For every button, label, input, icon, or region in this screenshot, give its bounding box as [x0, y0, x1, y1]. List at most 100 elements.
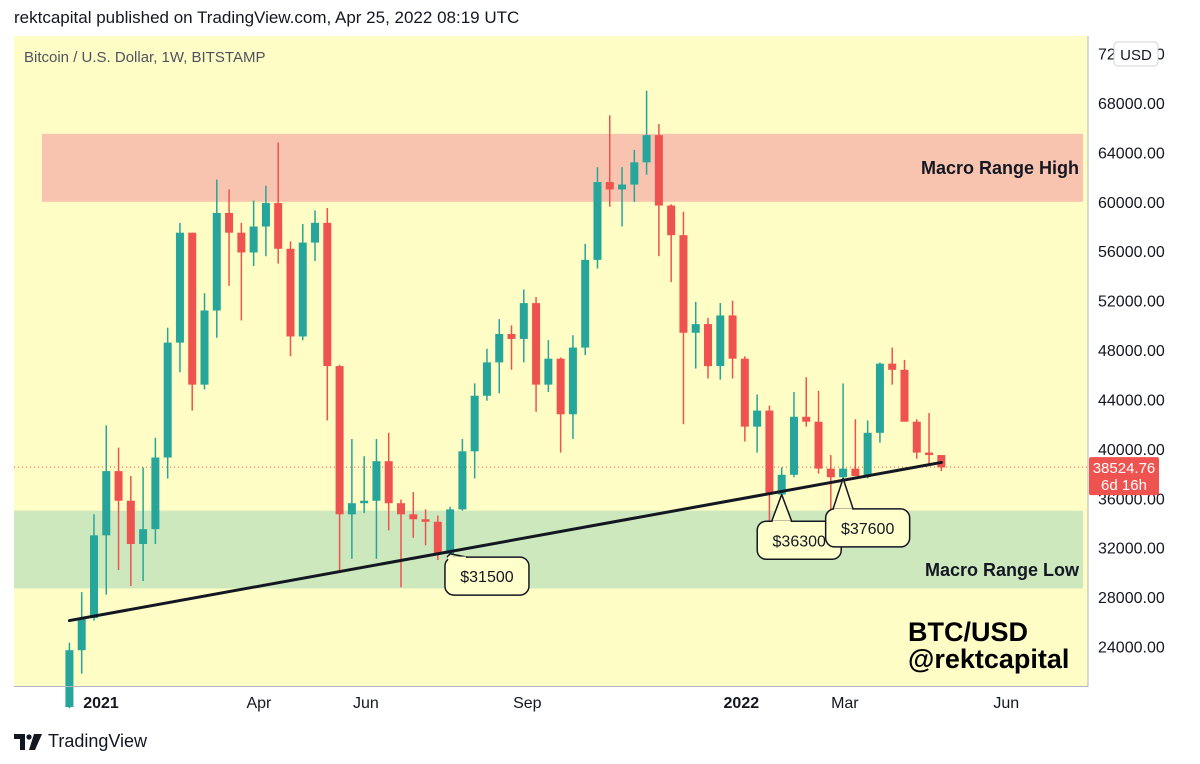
y-tick-label: 48000.00: [1098, 343, 1165, 360]
candle-2021-08-02: [470, 383, 479, 479]
candle-2022-01-31: [789, 392, 798, 478]
candle-body: [212, 212, 221, 311]
candle-2021-10-25: [618, 167, 627, 227]
candle-body: [495, 333, 504, 363]
candle-body: [347, 503, 356, 515]
callout-join: [447, 556, 466, 560]
candle-body: [151, 457, 160, 530]
y-tick-label: 68000.00: [1098, 96, 1165, 113]
candle-body: [912, 421, 921, 453]
candle-2021-12-13: [704, 317, 713, 379]
candle-body: [396, 503, 405, 515]
candle-2021-09-06: [532, 296, 541, 412]
y-tick-label: 44000.00: [1098, 392, 1165, 409]
currency-button-frame[interactable]: [1113, 41, 1159, 67]
annotation-37600: $37600: [824, 477, 911, 548]
currency-button-label[interactable]: USD: [1120, 47, 1152, 64]
candle-2021-04-26: [298, 224, 307, 341]
candle-body: [568, 347, 577, 415]
candle-body: [519, 303, 528, 339]
candle-2021-09-27: [568, 335, 577, 439]
candle-2021-05-31: [360, 456, 369, 514]
y-tick-label: 28000.00: [1098, 590, 1165, 607]
x-tick-label: 2021: [83, 695, 119, 712]
candle-2021-04-19: [286, 241, 295, 357]
candle-2021-06-28: [409, 492, 418, 538]
candle-body: [900, 369, 909, 422]
candle-body: [925, 452, 934, 456]
candle-body: [814, 421, 823, 469]
trendline-layer: [67, 460, 943, 623]
callout-join: [772, 520, 791, 524]
watermark-line-2: @rektcapital: [908, 644, 1069, 674]
y-tick-label: 64000.00: [1098, 145, 1165, 162]
candle-2021-01-04: [102, 425, 111, 595]
candle-2022-03-07: [851, 419, 860, 477]
candle-body: [789, 416, 798, 475]
candle-2021-05-10: [323, 207, 332, 421]
current-price-value: 38524.76: [1093, 460, 1156, 477]
candle-body: [372, 461, 381, 501]
candle-2021-08-23: [507, 325, 516, 370]
candle-body: [89, 535, 98, 619]
candle-body: [446, 509, 455, 554]
currency-button[interactable]: USD: [1113, 41, 1159, 67]
candle-2020-12-14: [65, 642, 74, 709]
candle-body: [802, 416, 811, 422]
candle-2022-01-17: [765, 405, 774, 523]
candle-2022-03-28: [888, 347, 897, 385]
candle-2021-02-22: [188, 232, 197, 411]
callout-box: [444, 556, 530, 596]
y-tick-label: 36000.00: [1098, 491, 1165, 508]
x-axis[interactable]: 2021 Apr Jun Sep 2022 Mar Jun: [83, 695, 1019, 712]
candle-2021-02-08: [163, 327, 172, 479]
candle-body: [532, 303, 541, 385]
candle-body: [593, 182, 602, 260]
candle-body: [777, 474, 786, 495]
candle-body: [188, 232, 197, 385]
candle-body: [556, 358, 565, 415]
candle-2021-01-11: [114, 447, 123, 570]
candle-2021-05-03: [311, 210, 320, 262]
candle-body: [482, 362, 491, 396]
y-tick-label: 60000.00: [1098, 195, 1165, 212]
candle-2021-06-14: [384, 432, 393, 531]
candle-body: [507, 333, 516, 339]
y-tick-label: 32000.00: [1098, 541, 1165, 558]
candle-body: [654, 135, 663, 206]
candle-2021-12-20: [716, 303, 725, 380]
callout-text: $36300: [773, 533, 826, 550]
candle-2021-10-04: [581, 243, 590, 355]
y-tick-label: 40000.00: [1098, 442, 1165, 459]
candle-body: [618, 184, 627, 190]
candle-2022-02-14: [814, 390, 823, 474]
candle-body: [851, 468, 860, 477]
zone-label-macro-range-low: Macro Range Low: [925, 560, 1080, 580]
candle-body: [200, 310, 209, 385]
candle-2021-03-01: [200, 293, 209, 390]
candle-body: [249, 226, 258, 253]
current-price-countdown: 6d 16h: [1101, 477, 1147, 494]
candle-2021-09-13: [544, 340, 553, 393]
callout-box: [824, 508, 911, 548]
candle-body: [126, 500, 135, 544]
candle-2021-07-05: [421, 509, 430, 546]
candle-2022-01-10: [753, 394, 762, 453]
candle-2020-12-21: [77, 592, 86, 674]
candle-body: [225, 212, 234, 233]
candle-2021-08-16: [495, 319, 504, 394]
candle-body: [863, 432, 872, 477]
candle-body: [65, 650, 74, 708]
tradingview-logo-icon: [14, 733, 42, 750]
callout-pointer: [770, 493, 793, 522]
candle-body: [716, 315, 725, 367]
candle-body: [839, 468, 848, 478]
candle-2021-08-30: [519, 289, 528, 363]
annotations-layer: $31500 $36300 $37600: [444, 477, 911, 596]
footer: TradingView: [14, 731, 147, 752]
y-tick-label: 56000.00: [1098, 244, 1165, 261]
candle-body: [728, 315, 737, 359]
candle-body: [679, 235, 688, 333]
